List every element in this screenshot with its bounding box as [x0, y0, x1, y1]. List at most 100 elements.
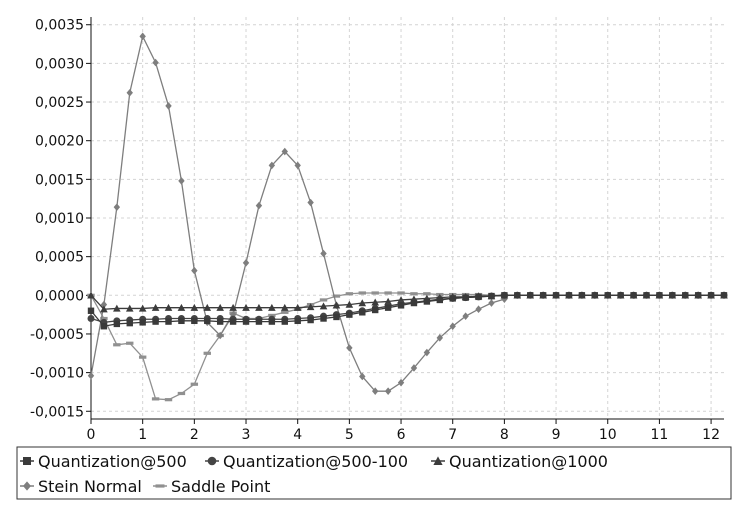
- data-point: [255, 318, 263, 325]
- data-point: [268, 313, 276, 318]
- x-tick-label: 6: [397, 427, 406, 443]
- data-point: [255, 201, 263, 210]
- data-point: [125, 304, 134, 312]
- data-point: [151, 397, 160, 401]
- legend-item: Quantization@500: [20, 452, 187, 471]
- data-point: [307, 316, 314, 324]
- data-point: [462, 294, 469, 301]
- data-point: [591, 292, 599, 299]
- y-tick-label: -0,0005: [30, 327, 84, 343]
- data-point: [87, 291, 95, 299]
- data-point: [552, 292, 560, 299]
- data-point: [229, 318, 237, 325]
- x-tick-label: 0: [87, 427, 96, 443]
- x-tick-label: 12: [702, 427, 720, 443]
- data-point: [87, 371, 95, 380]
- data-point: [138, 355, 147, 359]
- data-point: [514, 292, 521, 299]
- data-point: [242, 259, 250, 267]
- data-point: [165, 318, 172, 325]
- series-quantization-500: [87, 292, 728, 330]
- data-point: [423, 298, 431, 305]
- data-point: [371, 291, 379, 295]
- data-point: [475, 293, 482, 301]
- data-point: [346, 311, 353, 318]
- data-point: [539, 292, 547, 299]
- legend-label: Quantization@1000: [449, 452, 608, 471]
- series-stein-normal: [87, 32, 508, 395]
- data-point: [332, 301, 341, 309]
- y-tick-label: -0,0015: [30, 404, 84, 420]
- data-point: [643, 292, 650, 299]
- data-point: [113, 203, 121, 211]
- data-point: [281, 318, 288, 325]
- data-point: [126, 88, 133, 97]
- x-tick-label: 3: [242, 427, 251, 443]
- data-point: [720, 292, 728, 299]
- legend: Quantization@500 Quantization@500-100 Quan…: [16, 446, 732, 500]
- data-point: [100, 323, 108, 330]
- legend-marker: [207, 456, 217, 466]
- data-point: [203, 303, 212, 311]
- legend-item: Quantization@1000: [431, 452, 608, 471]
- data-point: [372, 306, 379, 314]
- data-point: [358, 291, 366, 295]
- data-point: [203, 351, 211, 355]
- y-tick-label: 0,0025: [35, 95, 84, 111]
- data-point: [384, 291, 392, 295]
- data-point: [242, 318, 250, 325]
- data-point: [320, 249, 327, 258]
- legend-marker: [155, 484, 165, 488]
- data-point: [191, 266, 198, 275]
- legend-item: Quantization@500-100: [205, 452, 408, 471]
- data-point: [100, 300, 108, 309]
- data-point: [462, 312, 469, 320]
- data-point: [565, 292, 573, 299]
- data-point: [358, 299, 367, 307]
- data-point: [268, 318, 276, 325]
- x-tick-label: 9: [552, 427, 561, 443]
- data-point: [436, 334, 443, 342]
- data-point: [371, 298, 380, 306]
- data-point: [319, 302, 328, 310]
- data-point: [190, 303, 199, 311]
- data-point: [501, 292, 508, 299]
- data-point: [707, 292, 715, 299]
- y-tick-label: 0,0000: [35, 288, 84, 304]
- data-point: [527, 292, 534, 299]
- plot-area: [91, 17, 724, 419]
- x-tick-label: 11: [650, 427, 668, 443]
- data-point: [449, 295, 456, 302]
- data-point: [177, 303, 186, 311]
- data-point: [449, 322, 456, 331]
- data-point: [320, 315, 327, 322]
- data-point: [617, 292, 624, 299]
- data-point: [126, 319, 133, 327]
- y-tick-label: 0,0020: [35, 134, 84, 150]
- data-point: [397, 291, 405, 295]
- data-point: [423, 348, 431, 357]
- series-layer: [87, 32, 728, 402]
- data-point: [216, 303, 224, 311]
- data-point: [436, 296, 443, 304]
- legend-marker: [23, 457, 31, 465]
- data-point: [384, 387, 392, 395]
- data-point: [216, 318, 224, 325]
- legend-label: Quantization@500-100: [223, 452, 408, 471]
- data-point: [113, 343, 121, 347]
- legend-item: Saddle Point: [153, 477, 270, 496]
- data-point: [177, 391, 186, 396]
- data-point: [138, 304, 147, 312]
- data-point: [190, 382, 199, 386]
- data-point: [152, 58, 159, 67]
- data-point: [242, 303, 250, 311]
- y-tick-label: 0,0010: [35, 211, 84, 227]
- data-point: [669, 292, 676, 299]
- data-point: [294, 161, 301, 170]
- data-point: [384, 297, 392, 305]
- data-point: [694, 292, 702, 299]
- grid-lines: [91, 17, 724, 419]
- x-tick-label: 7: [448, 427, 457, 443]
